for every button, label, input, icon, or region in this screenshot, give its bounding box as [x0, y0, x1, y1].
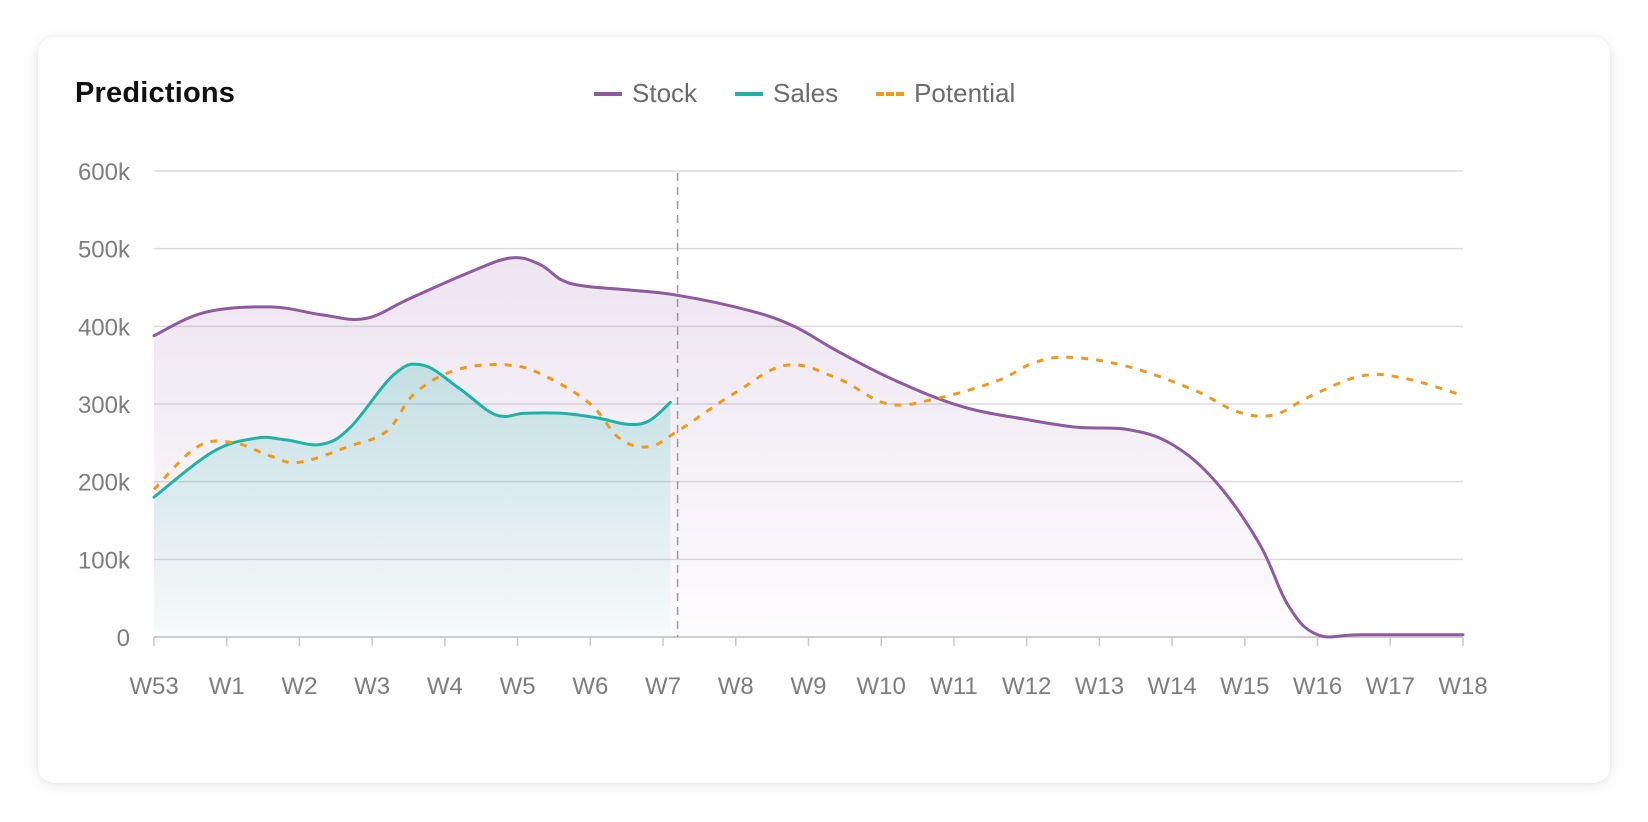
x-tick-label: W17 — [1366, 673, 1415, 700]
legend-label-potential: Potential — [914, 78, 1016, 108]
area-fill-layer — [154, 257, 1463, 637]
y-tick-label: 300k — [78, 392, 131, 419]
y-tick-label: 200k — [78, 470, 131, 497]
legend-item-sales[interactable]: Sales — [735, 78, 838, 109]
legend: Stock Sales Potential — [594, 78, 1053, 109]
x-tick-label: W1 — [209, 673, 245, 700]
series-line-stock — [152, 256, 1465, 639]
x-tick-label: W16 — [1293, 673, 1342, 700]
x-tick-label: W9 — [791, 673, 827, 700]
y-tick-label: 400k — [78, 314, 131, 341]
legend-swatch-sales — [735, 91, 764, 96]
x-tick-label: W4 — [427, 673, 463, 700]
series-line-potential — [152, 355, 1464, 491]
legend-item-potential[interactable]: Potential — [876, 78, 1015, 109]
predictions-line-chart: 0 100k 200k 300k 400k 500k 600k W53 W1 W2 W3 W4 W5 W6… — [78, 159, 1488, 700]
predictions-card: Predictions Stock Sales Potential — [38, 37, 1610, 783]
y-tick-label: 100k — [78, 547, 131, 574]
legend-item-stock[interactable]: Stock — [594, 78, 697, 109]
x-tick-label: W3 — [354, 673, 390, 700]
x-tick-label: W6 — [572, 673, 608, 700]
legend-label-sales: Sales — [773, 78, 839, 108]
chart-title: Predictions — [75, 77, 236, 109]
x-tick-label: W15 — [1220, 673, 1269, 700]
x-tick-label: W2 — [281, 673, 317, 700]
series-line-layer — [152, 256, 1465, 639]
x-tick-label: W10 — [857, 673, 906, 700]
axis-layer: 0 100k 200k 300k 400k 500k 600k W53 W1 W2 W3 W4 W5 W6… — [78, 159, 1488, 700]
x-tick-label: W13 — [1075, 673, 1124, 700]
x-tick-label: W11 — [930, 673, 978, 700]
x-tick-label: W12 — [1002, 673, 1051, 700]
x-tick-label: W53 — [129, 673, 178, 700]
legend-swatch-stock — [594, 91, 622, 96]
y-tick-label: 500k — [78, 237, 131, 264]
x-tick-label: W5 — [500, 673, 536, 700]
x-tick-label: W14 — [1147, 673, 1196, 700]
y-tick-label: 0 — [117, 625, 130, 652]
legend-label-stock: Stock — [632, 78, 698, 108]
x-tick-label: W7 — [645, 673, 681, 700]
area-sales — [154, 363, 671, 637]
series-line-sales — [152, 362, 672, 499]
x-tick-label: W18 — [1438, 673, 1487, 700]
y-tick-label: 600k — [78, 159, 131, 186]
x-tick-label: W8 — [718, 673, 754, 700]
legend-swatch-potential — [876, 91, 905, 96]
